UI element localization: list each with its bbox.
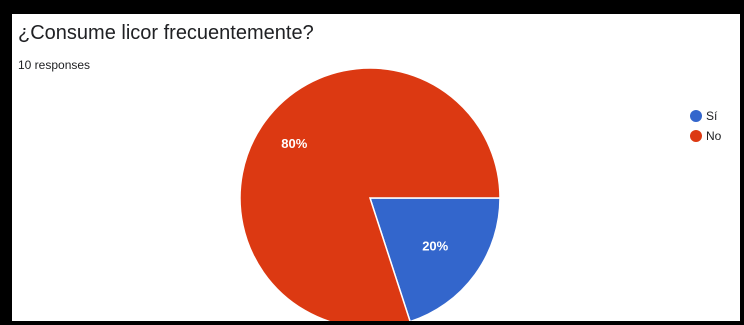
response-count: 10 responses bbox=[18, 58, 91, 72]
slice-label-si: 20% bbox=[422, 238, 448, 253]
slice-label-no: 80% bbox=[281, 136, 307, 151]
legend-item-no: No bbox=[690, 126, 721, 146]
legend-item-si: Sí bbox=[690, 106, 721, 126]
legend-swatch-icon bbox=[690, 130, 702, 142]
legend-label: No bbox=[706, 129, 722, 143]
legend-label: Sí bbox=[706, 109, 718, 123]
chart-legend: Sí No bbox=[690, 106, 721, 146]
pie-slice-si bbox=[368, 197, 501, 321]
chart-title: ¿Consume licor frecuentemente? bbox=[18, 22, 314, 44]
pie-slice-no bbox=[239, 67, 501, 321]
legend-swatch-icon bbox=[690, 110, 702, 122]
pie-chart: 20% 80% bbox=[239, 67, 501, 321]
